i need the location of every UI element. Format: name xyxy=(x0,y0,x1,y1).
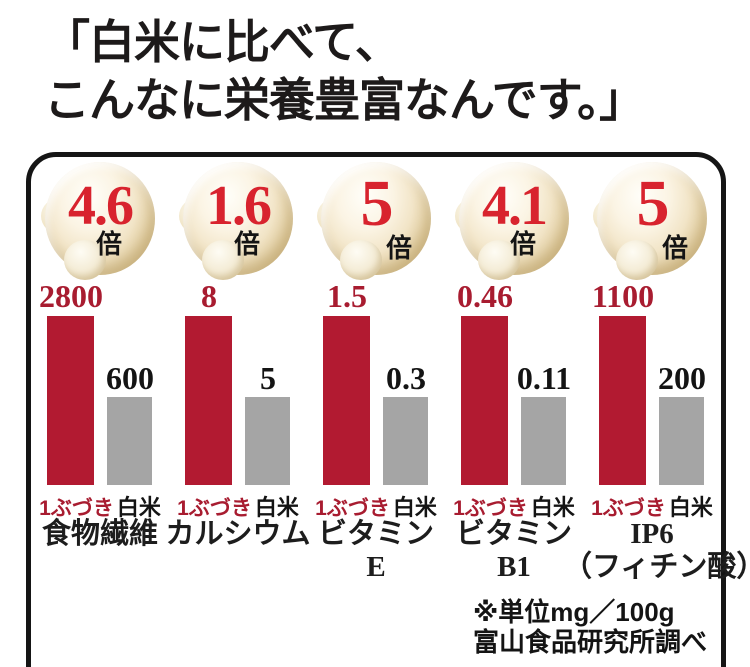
main-bar xyxy=(461,316,508,485)
main-series-label: 1ぶづき xyxy=(591,497,666,520)
nutrient-name-line1: IP6 xyxy=(630,518,674,550)
main-series-label: 1ぶづき xyxy=(177,497,252,520)
main-bar xyxy=(185,316,232,485)
ref-bar xyxy=(521,397,566,485)
multiplier-value: 5 xyxy=(360,167,394,240)
multiplier-times-label: 倍 xyxy=(386,233,413,263)
rice-grain-small-bottom-icon xyxy=(616,240,658,280)
main-series-label: 1ぶづき xyxy=(315,497,390,520)
ref-bar xyxy=(245,397,290,485)
series-labels: 1ぶづき 白米 xyxy=(445,490,583,522)
ref-series-label: 白米 xyxy=(668,495,713,520)
multiplier-times-label: 倍 xyxy=(662,233,689,263)
footnote-unit: ※単位mg／100g xyxy=(473,597,675,627)
ref-series-label: 白米 xyxy=(254,495,299,520)
rice-grain-badge: 5 倍 xyxy=(316,162,436,284)
rice-grain-badge: 4.6 倍 xyxy=(40,162,160,284)
nutrient-column-calcium: 1.6 倍 8 5 1ぶづき 白米 カルシウム xyxy=(165,160,311,630)
main-bar-value: 2800 xyxy=(39,278,103,314)
nutrient-name-line2: E xyxy=(366,551,386,583)
multiplier-value: 4.6 xyxy=(68,175,134,237)
ref-bar-value: 600 xyxy=(106,360,154,396)
multiplier-value: 5 xyxy=(636,167,670,240)
ref-bar-value: 200 xyxy=(658,360,706,396)
main-bar xyxy=(323,316,370,485)
nutrient-name-line1: ビタミン xyxy=(455,518,572,550)
main-bar-value: 1.5 xyxy=(327,278,367,314)
nutrient-name-line1: ビタミン xyxy=(317,518,434,550)
nutrient-column-fiber: 4.6 倍 2800 600 1ぶづき 白米 食物繊維 xyxy=(31,160,169,630)
nutrient-name-line2: （フィチン酸） xyxy=(563,551,750,583)
rice-grain-badge: 4.1 倍 xyxy=(454,162,574,284)
page-title-line2: こんなに栄養豊富なんです。」 xyxy=(44,75,645,126)
main-series-label: 1ぶづき xyxy=(453,497,528,520)
main-bar xyxy=(599,316,646,485)
ref-series-label: 白米 xyxy=(116,495,161,520)
series-labels: 1ぶづき 白米 xyxy=(169,490,307,522)
nutrient-name-line2: B1 xyxy=(497,551,531,583)
main-bar-value: 8 xyxy=(201,278,217,314)
multiplier-times-label: 倍 xyxy=(510,229,537,259)
rice-grain-badge: 1.6 倍 xyxy=(178,162,298,284)
footnote: ※単位mg／100g 富山食品研究所調べ xyxy=(473,597,733,657)
nutrient-name-line1: 食物繊維 xyxy=(41,518,158,550)
nutrient-name: カルシウム xyxy=(149,518,327,551)
footnote-source: 富山食品研究所調べ xyxy=(473,627,708,657)
ref-bar-value: 5 xyxy=(260,360,276,396)
multiplier-times-label: 倍 xyxy=(96,229,123,259)
nutrient-column-ip6: 5 倍 1100 200 1ぶづき 白米 IP6 （フィチン酸） xyxy=(563,160,750,630)
main-bar-value: 1100 xyxy=(591,278,655,314)
main-bar-value: 0.46 xyxy=(457,278,513,314)
rice-grain-small-bottom-icon xyxy=(64,240,106,280)
page-title: 「白米に比べて、 こんなに栄養豊富なんです。」 xyxy=(44,14,645,130)
rice-grain-small-bottom-icon xyxy=(340,240,382,280)
ref-bar xyxy=(659,397,704,485)
nutrient-name: ビタミン B1 xyxy=(425,518,603,584)
series-labels: 1ぶづき 白米 xyxy=(31,490,169,522)
ref-bar xyxy=(107,397,152,485)
multiplier-times-label: 倍 xyxy=(234,229,261,259)
rice-grain-badge: 5 倍 xyxy=(592,162,712,284)
ref-series-label: 白米 xyxy=(392,495,437,520)
series-labels: 1ぶづき 白米 xyxy=(583,490,721,522)
ref-bar-value: 0.11 xyxy=(516,360,572,396)
rice-grain-small-bottom-icon xyxy=(202,240,244,280)
nutrient-name: 食物繊維 xyxy=(11,518,189,551)
ref-bar xyxy=(383,397,428,485)
main-bar xyxy=(47,316,94,485)
ref-bar-value: 0.3 xyxy=(386,360,426,396)
multiplier-value: 1.6 xyxy=(206,175,272,237)
main-series-label: 1ぶづき xyxy=(39,497,114,520)
nutrient-name: ビタミン E xyxy=(287,518,465,584)
nutrient-name-line1: カルシウム xyxy=(165,518,311,550)
nutrient-column-vitamin-b1: 4.1 倍 0.46 0.11 1ぶづき 白米 ビタミン B1 xyxy=(445,160,583,630)
nutrient-column-vitamin-e: 5 倍 1.5 0.3 1ぶづき 白米 ビタミン E xyxy=(307,160,445,630)
nutrient-name: IP6 （フィチン酸） xyxy=(563,518,750,584)
multiplier-value: 4.1 xyxy=(482,175,548,237)
chart-panel: 4.6 倍 2800 600 1ぶづき 白米 食物繊維 1.6 倍 8 5 xyxy=(26,152,750,667)
rice-grain-small-bottom-icon xyxy=(478,240,520,280)
page-title-line1: 「白米に比べて、 xyxy=(44,17,401,68)
series-labels: 1ぶづき 白米 xyxy=(307,490,445,522)
ref-series-label: 白米 xyxy=(530,495,575,520)
